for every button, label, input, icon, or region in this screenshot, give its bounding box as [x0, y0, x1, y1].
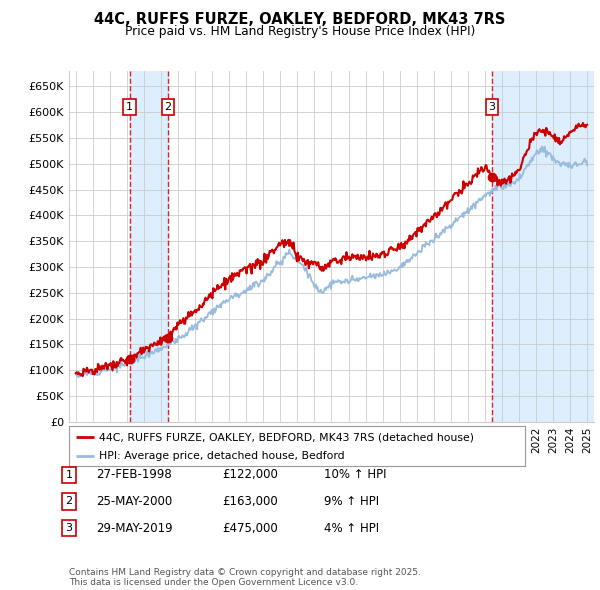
- Text: 44C, RUFFS FURZE, OAKLEY, BEDFORD, MK43 7RS (detached house): 44C, RUFFS FURZE, OAKLEY, BEDFORD, MK43 …: [98, 432, 473, 442]
- Text: 4% ↑ HPI: 4% ↑ HPI: [324, 522, 379, 535]
- Text: 27-FEB-1998: 27-FEB-1998: [96, 468, 172, 481]
- Text: Price paid vs. HM Land Registry's House Price Index (HPI): Price paid vs. HM Land Registry's House …: [125, 25, 475, 38]
- Text: Contains HM Land Registry data © Crown copyright and database right 2025.
This d: Contains HM Land Registry data © Crown c…: [69, 568, 421, 587]
- Text: 9% ↑ HPI: 9% ↑ HPI: [324, 495, 379, 508]
- Text: 1: 1: [65, 470, 73, 480]
- Text: 1: 1: [126, 102, 133, 112]
- Text: 10% ↑ HPI: 10% ↑ HPI: [324, 468, 386, 481]
- Text: HPI: Average price, detached house, Bedford: HPI: Average price, detached house, Bedf…: [98, 451, 344, 461]
- Text: 29-MAY-2019: 29-MAY-2019: [96, 522, 173, 535]
- Bar: [492, 71, 594, 422]
- Text: £122,000: £122,000: [222, 468, 278, 481]
- Text: 2: 2: [164, 102, 172, 112]
- Text: £163,000: £163,000: [222, 495, 278, 508]
- Text: 3: 3: [65, 523, 73, 533]
- Text: £475,000: £475,000: [222, 522, 278, 535]
- Text: 25-MAY-2000: 25-MAY-2000: [96, 495, 172, 508]
- Text: 44C, RUFFS FURZE, OAKLEY, BEDFORD, MK43 7RS: 44C, RUFFS FURZE, OAKLEY, BEDFORD, MK43 …: [94, 12, 506, 27]
- Text: 2: 2: [65, 497, 73, 506]
- Text: 3: 3: [488, 102, 496, 112]
- Bar: [130, 71, 168, 422]
